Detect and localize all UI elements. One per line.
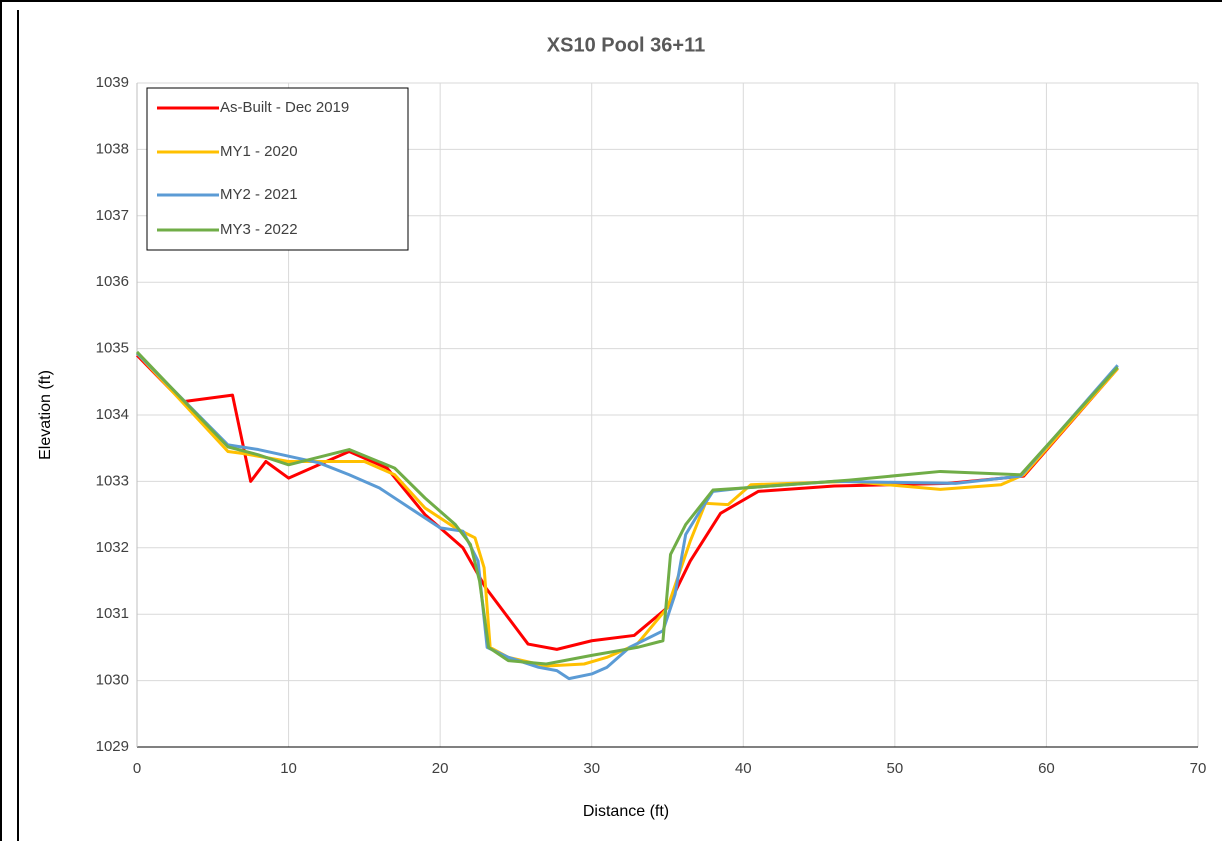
y-tick-label: 1034 [96,406,129,423]
y-tick-label: 1038 [96,140,129,157]
y-tick-label: 1033 [96,472,129,489]
series-line [135,352,1119,668]
y-tick-label: 1035 [96,340,129,357]
x-tick-label: 0 [133,760,141,777]
legend-label: MY3 - 2022 [220,221,298,238]
x-tick-label: 20 [432,760,449,777]
x-axis-label: Distance (ft) [583,803,669,820]
series-line [135,352,1119,681]
y-axis-label: Elevation (ft) [37,370,54,460]
y-tick-label: 1030 [96,672,129,689]
y-tick-label: 1036 [96,273,129,290]
legend-box [146,87,409,251]
y-tick-label: 1039 [96,74,129,91]
y-tick-label: 1037 [96,207,129,224]
x-tick-label: 10 [280,760,297,777]
y-tick-label: 1032 [96,539,129,556]
legend-label: As-Built - Dec 2019 [220,99,349,116]
x-tick-label: 30 [583,760,600,777]
y-tick-label: 1031 [96,605,129,622]
y-tick-label: 1029 [96,738,129,755]
legend-label: MY2 - 2021 [220,186,298,203]
x-tick-label: 70 [1190,760,1207,777]
x-tick-label: 60 [1038,760,1055,777]
series-line [135,350,1119,666]
legend-label: MY1 - 2020 [220,143,298,160]
series-line [135,354,1119,651]
chart-title: XS10 Pool 36+11 [547,34,705,56]
x-tick-label: 40 [735,760,752,777]
x-tick-label: 50 [887,760,904,777]
